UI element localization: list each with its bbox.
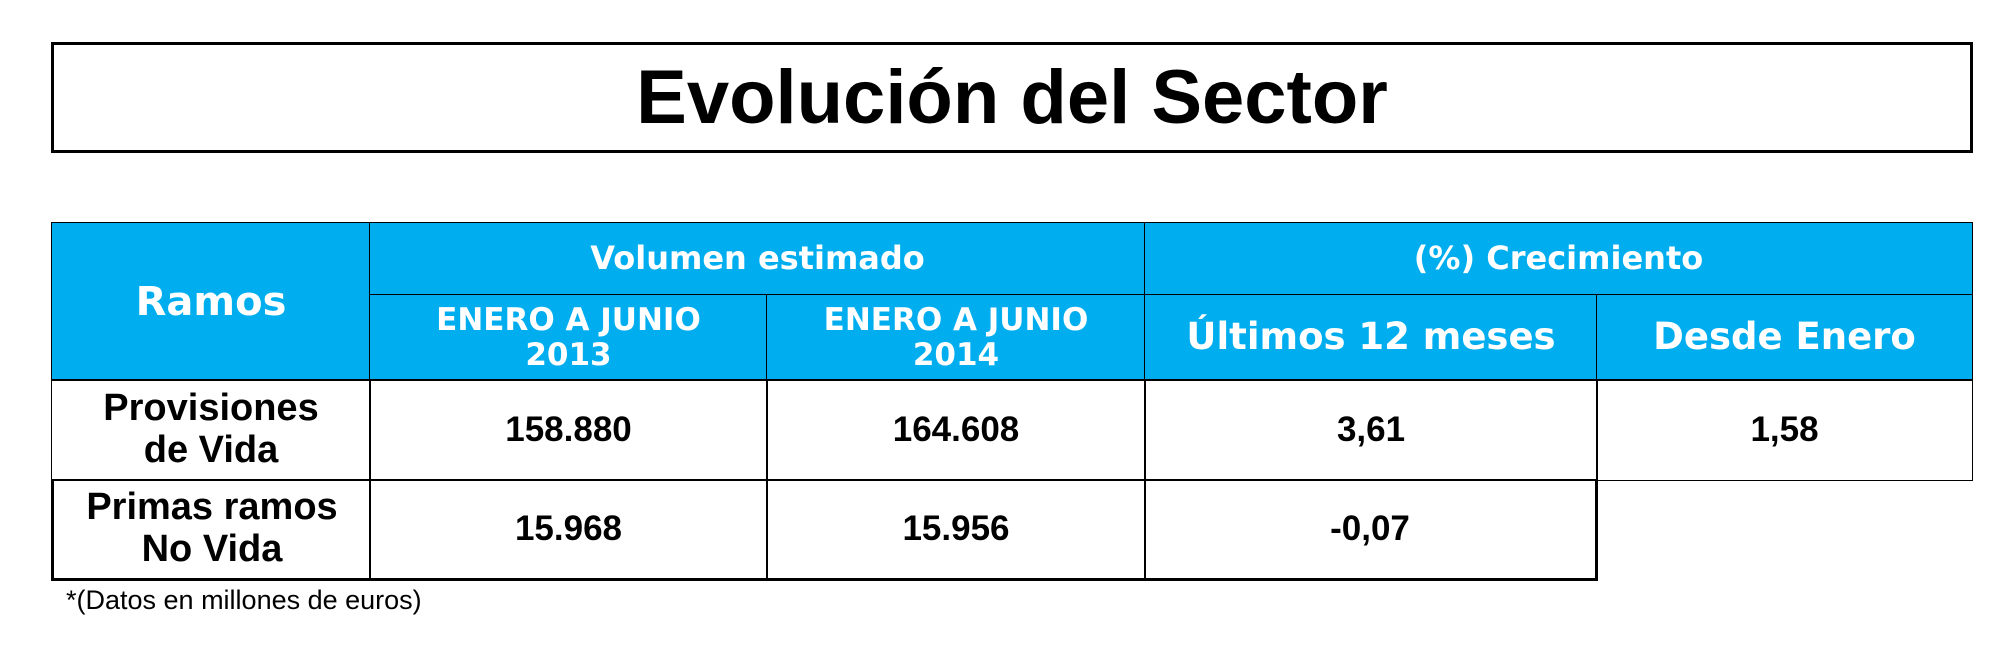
row-label: Primas ramos No Vida [51,479,371,581]
cell: 1,58 [1596,379,1973,481]
cell: 3,61 [1144,379,1598,481]
column-header: Últimos 12 meses [1144,294,1598,381]
group-header: (%) Crecimiento [1144,222,1973,296]
cell: 164.608 [766,379,1146,481]
ramos-header: Ramos [51,222,371,381]
row-label: Provisiones de Vida [51,379,371,481]
title: Evolución del Sector [51,42,1973,153]
column-header: ENERO A JUNIO 2013 [369,294,768,381]
cell: 15.968 [369,479,768,581]
cell: 158.880 [369,379,768,481]
cell: 15.956 [766,479,1146,581]
column-header: Desde Enero [1596,294,1973,381]
group-header: Volumen estimado [369,222,1146,296]
column-header: ENERO A JUNIO 2014 [766,294,1146,381]
footnote: *(Datos en millones de euros) [66,585,422,615]
cell: -0,07 [1144,479,1598,581]
